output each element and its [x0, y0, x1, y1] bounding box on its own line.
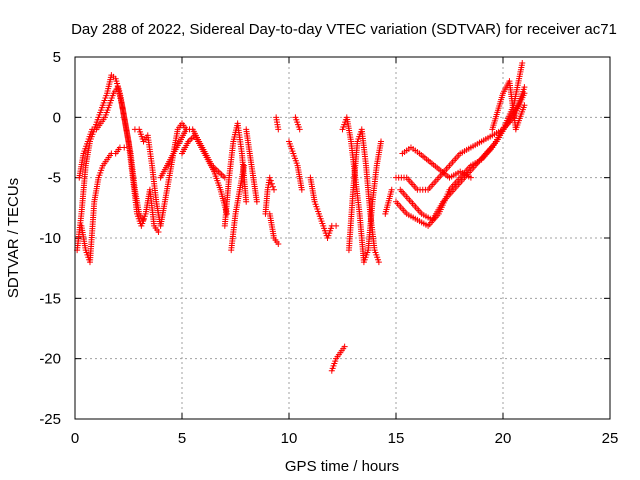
x-tick-label: 20: [495, 430, 512, 447]
y-tick-label: -25: [39, 411, 61, 428]
x-axis-title: GPS time / hours: [285, 458, 399, 475]
data-point: [271, 186, 278, 193]
y-tick-label: -20: [39, 351, 61, 368]
data-point: [296, 126, 303, 133]
data-point: [521, 84, 528, 91]
y-tick-label: -5: [48, 170, 61, 187]
data-point: [298, 186, 305, 193]
y-tick-label: 0: [53, 109, 61, 126]
chart-title: Day 288 of 2022, Sidereal Day-to-day VTE…: [71, 21, 617, 38]
data-point: [266, 174, 273, 181]
y-tick-label: -10: [39, 230, 61, 247]
data-point: [269, 183, 276, 190]
grid: [75, 57, 610, 419]
data-point: [241, 162, 248, 169]
data-points: [74, 60, 528, 374]
data-point: [267, 177, 274, 184]
data-point: [467, 174, 474, 181]
x-tick-label: 0: [71, 430, 79, 447]
data-point: [275, 241, 282, 248]
y-axis-title: SDTVAR / TECUs: [5, 178, 22, 298]
data-point: [388, 186, 395, 193]
data-point: [341, 343, 348, 350]
data-point: [155, 228, 162, 235]
y-tick-label: 5: [53, 49, 61, 66]
data-point: [223, 210, 230, 217]
data-point: [333, 222, 340, 229]
data-point: [140, 216, 147, 223]
y-tick-label: -15: [39, 290, 61, 307]
x-tick-label: 10: [281, 430, 298, 447]
axis-ticks: 0 5 10 15 20 25 5 0 -5 -10 -15 -20 -25: [39, 49, 618, 447]
x-tick-label: 15: [388, 430, 405, 447]
data-point: [121, 144, 128, 151]
data-point: [253, 198, 260, 205]
data-point: [521, 102, 528, 109]
x-tick-label: 5: [178, 430, 186, 447]
data-point: [275, 126, 282, 133]
data-point: [243, 198, 250, 205]
x-tick-label: 25: [602, 430, 619, 447]
data-point: [519, 60, 526, 67]
plot-frame: [74, 56, 611, 420]
data-point: [268, 180, 275, 187]
data-point: [378, 138, 385, 145]
data-point: [375, 259, 382, 266]
